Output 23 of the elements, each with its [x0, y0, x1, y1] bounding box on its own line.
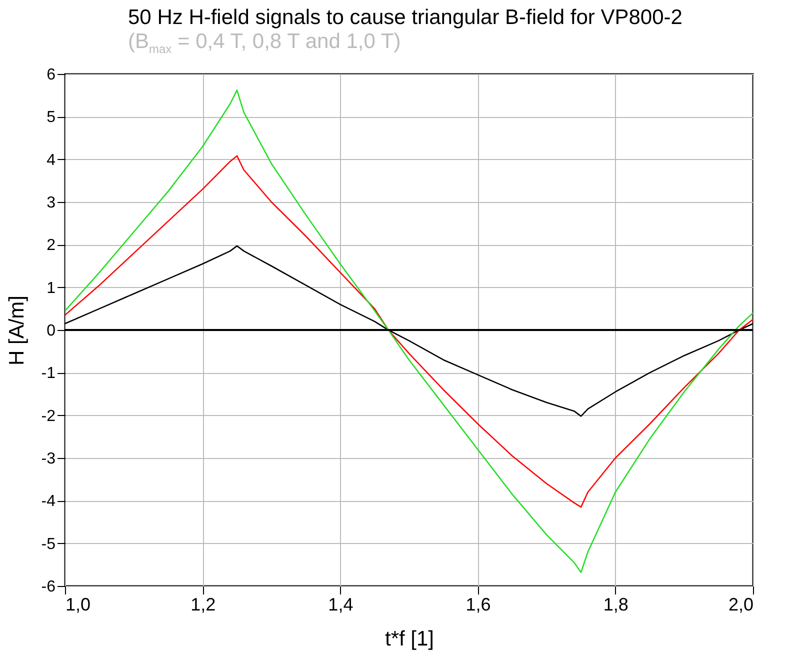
x-tick-label: 2,0: [728, 594, 754, 614]
chart-title: 50 Hz H-field signals to cause triangular B-field for VP800-2: [128, 6, 684, 30]
y-tick-label: 1: [46, 280, 56, 297]
y-tick-label: -4: [41, 493, 56, 510]
y-tick-label: 4: [46, 152, 56, 169]
x-tick-label: 1,6: [466, 594, 491, 614]
y-axis-title: H [A/m]: [5, 295, 28, 366]
y-tick-label: 3: [46, 194, 56, 212]
x-tick-label: 1,2: [190, 594, 216, 614]
y-tick-label: -1: [41, 365, 56, 382]
x-tick-label: 1,8: [603, 594, 628, 614]
x-axis-title: t*f [1]: [384, 628, 434, 650]
x-tick-label: 1,4: [328, 594, 354, 614]
y-tick-label: 0: [46, 322, 56, 340]
y-tick-label: -3: [41, 450, 56, 468]
y-tick-label: 2: [46, 237, 56, 254]
y-tick-label: -2: [41, 408, 56, 425]
chart-subtitle: (B$_{max}$ = 0,4 T, 0,8 T and 1,0 T): [128, 30, 402, 56]
y-tick-label: 5: [46, 109, 56, 126]
y-tick-label: -5: [41, 536, 56, 553]
x-tick-label: 1,0: [66, 594, 91, 614]
y-tick-label: 6: [46, 66, 56, 84]
y-tick-label: -6: [41, 578, 56, 596]
